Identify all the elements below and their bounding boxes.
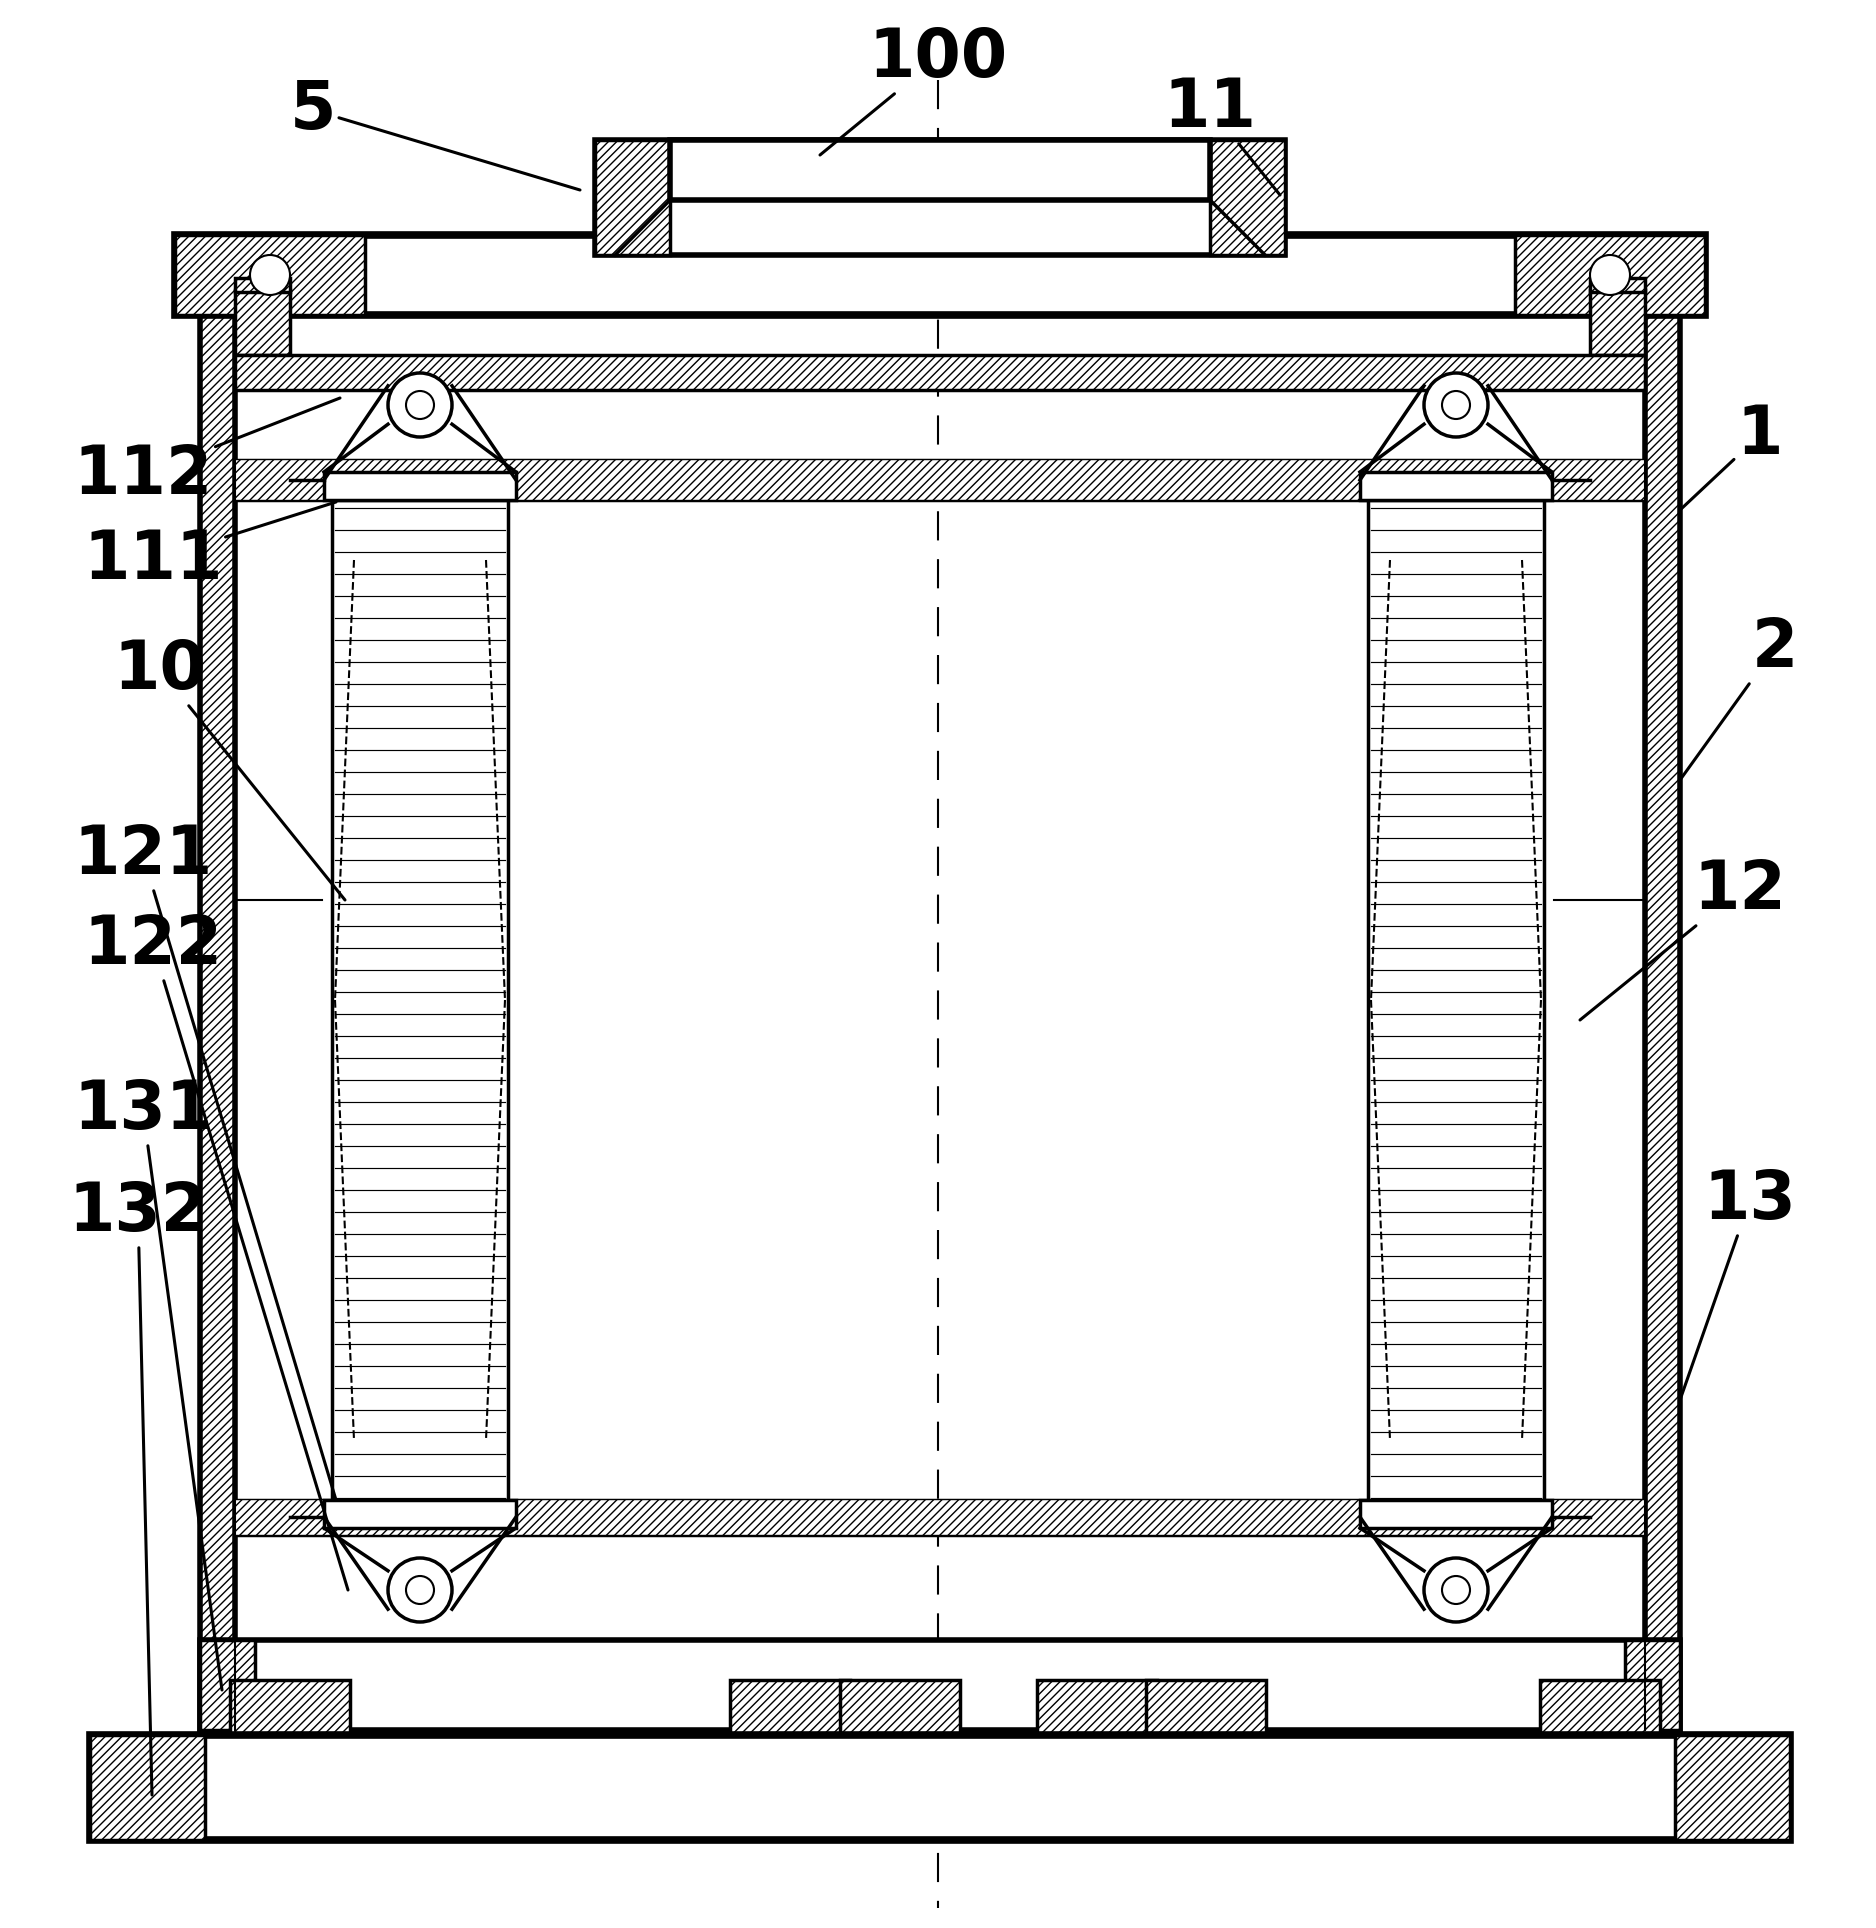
Bar: [332, 499, 508, 1500]
Circle shape: [1443, 391, 1471, 418]
Text: 112: 112: [73, 397, 340, 507]
Bar: [90, 1735, 1790, 1839]
Bar: [201, 310, 234, 1729]
Bar: [231, 1679, 351, 1735]
Bar: [234, 1500, 1645, 1535]
Bar: [1540, 1679, 1660, 1735]
Bar: [234, 278, 291, 291]
Bar: [1591, 289, 1645, 355]
Text: 111: 111: [83, 501, 336, 594]
Circle shape: [250, 254, 291, 295]
Bar: [730, 1679, 850, 1735]
Bar: [595, 141, 670, 254]
Bar: [670, 141, 1210, 201]
Bar: [1516, 235, 1705, 314]
Text: 131: 131: [73, 1078, 221, 1691]
Bar: [1210, 141, 1285, 254]
Circle shape: [1424, 372, 1488, 438]
Text: 10: 10: [114, 636, 345, 900]
Bar: [595, 141, 670, 254]
Bar: [201, 310, 234, 1729]
Bar: [1625, 1641, 1681, 1729]
Bar: [234, 461, 1645, 499]
Bar: [90, 1735, 204, 1839]
Text: 121: 121: [73, 821, 336, 1500]
Bar: [174, 235, 366, 314]
Bar: [1625, 1641, 1681, 1729]
Circle shape: [405, 1575, 433, 1604]
Circle shape: [1443, 1575, 1471, 1604]
Circle shape: [405, 391, 433, 418]
Bar: [1360, 1500, 1551, 1529]
Bar: [90, 1735, 204, 1839]
Bar: [234, 1500, 1645, 1535]
Bar: [234, 355, 1645, 389]
Text: 1: 1: [1681, 403, 1784, 511]
Bar: [234, 289, 291, 355]
Text: 132: 132: [69, 1180, 208, 1795]
Bar: [234, 355, 1645, 389]
Circle shape: [1424, 1558, 1488, 1621]
Text: 122: 122: [84, 912, 349, 1591]
Text: 11: 11: [1163, 75, 1279, 195]
Bar: [1591, 289, 1645, 355]
Bar: [1540, 1679, 1660, 1735]
Text: 13: 13: [1681, 1166, 1797, 1400]
Bar: [231, 1679, 351, 1735]
Bar: [1210, 141, 1285, 254]
Bar: [1645, 310, 1681, 1729]
Bar: [1675, 1735, 1790, 1839]
Bar: [730, 1679, 850, 1735]
Bar: [595, 141, 1285, 254]
Bar: [1146, 1679, 1266, 1735]
Bar: [174, 235, 366, 314]
Bar: [174, 235, 1705, 314]
Bar: [234, 1500, 1645, 1535]
Bar: [1368, 499, 1544, 1500]
Bar: [1146, 1679, 1266, 1735]
Bar: [201, 1641, 255, 1729]
Text: 5: 5: [289, 77, 580, 191]
Bar: [234, 289, 291, 355]
Bar: [840, 1679, 961, 1735]
Circle shape: [388, 372, 452, 438]
Bar: [201, 1641, 255, 1729]
Bar: [1360, 472, 1551, 499]
Bar: [1037, 1679, 1157, 1735]
Bar: [325, 1500, 516, 1529]
Bar: [201, 1641, 1681, 1729]
Bar: [1591, 278, 1645, 291]
Bar: [234, 461, 1645, 499]
Bar: [1645, 310, 1681, 1729]
Circle shape: [388, 1558, 452, 1621]
Bar: [1591, 278, 1645, 291]
Text: 100: 100: [820, 25, 1007, 154]
Bar: [1675, 1735, 1790, 1839]
Bar: [1516, 235, 1705, 314]
Text: 12: 12: [1580, 858, 1786, 1020]
Bar: [1037, 1679, 1157, 1735]
Circle shape: [1591, 254, 1630, 295]
Bar: [840, 1679, 961, 1735]
Bar: [325, 472, 516, 499]
Text: 2: 2: [1681, 615, 1797, 781]
Bar: [234, 278, 291, 291]
Bar: [234, 461, 1645, 499]
